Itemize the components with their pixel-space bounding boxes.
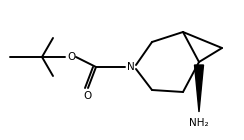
Text: O: O bbox=[67, 52, 75, 62]
Polygon shape bbox=[194, 65, 203, 112]
Text: N: N bbox=[127, 62, 135, 72]
Text: O: O bbox=[84, 91, 92, 101]
Text: NH₂: NH₂ bbox=[189, 118, 209, 128]
